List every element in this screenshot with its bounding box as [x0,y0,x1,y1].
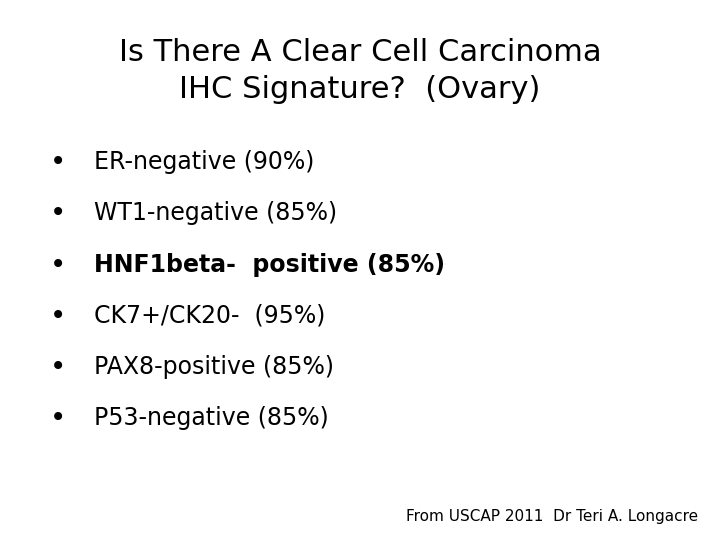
Text: Is There A Clear Cell Carcinoma
IHC Signature?  (Ovary): Is There A Clear Cell Carcinoma IHC Sign… [119,38,601,104]
Text: PAX8-positive (85%): PAX8-positive (85%) [94,355,333,379]
Text: •: • [50,199,66,227]
Text: ER-negative (90%): ER-negative (90%) [94,150,314,174]
Text: •: • [50,148,66,176]
Text: CK7+/CK20-  (95%): CK7+/CK20- (95%) [94,304,325,328]
Text: From USCAP 2011  Dr Teri A. Longacre: From USCAP 2011 Dr Teri A. Longacre [406,509,698,524]
Text: •: • [50,302,66,330]
Text: HNF1beta-  positive (85%): HNF1beta- positive (85%) [94,253,445,276]
Text: •: • [50,404,66,433]
Text: P53-negative (85%): P53-negative (85%) [94,407,328,430]
Text: •: • [50,251,66,279]
Text: WT1-negative (85%): WT1-negative (85%) [94,201,337,225]
Text: •: • [50,353,66,381]
